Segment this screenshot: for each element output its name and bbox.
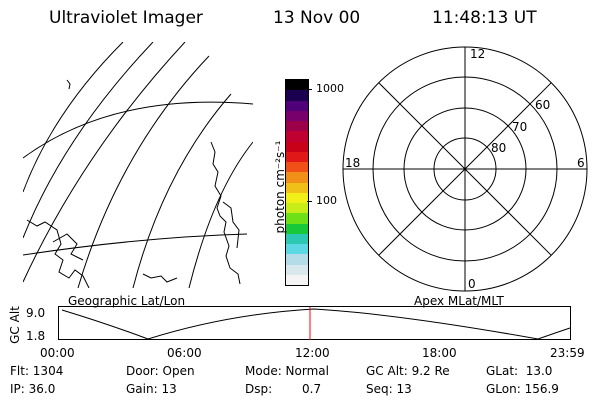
altitude-ylabel: GC Alt bbox=[7, 306, 22, 344]
colorbar-swatch bbox=[286, 274, 308, 285]
polar-label-top: 12 bbox=[470, 47, 486, 61]
door-status: Door: Open bbox=[126, 364, 195, 378]
colorbar-swatch bbox=[286, 110, 308, 121]
colorbar-swatch bbox=[286, 172, 308, 183]
colorbar-swatch bbox=[286, 223, 308, 234]
geographic-map bbox=[23, 42, 253, 288]
gain-value: Gain: 13 bbox=[126, 382, 177, 396]
dsp-label: Dsp: bbox=[245, 382, 273, 396]
colorbar-swatch bbox=[286, 233, 308, 244]
altitude-xtick-2: 12:00 bbox=[295, 346, 330, 360]
geographic-caption: Geographic Lat/Lon bbox=[68, 294, 186, 308]
colorbar-swatch bbox=[286, 244, 308, 255]
altitude-plot bbox=[58, 306, 571, 340]
colorbar-swatch bbox=[286, 254, 308, 265]
sequence-value: Seq: 13 bbox=[366, 382, 412, 396]
polar-label-left: 18 bbox=[345, 156, 361, 170]
colorbar-tick bbox=[307, 89, 312, 90]
polar-label-right: 6 bbox=[577, 156, 585, 170]
altitude-curve bbox=[61, 308, 571, 340]
coastline bbox=[142, 273, 178, 283]
geographic-latitude: GLat: 13.0 bbox=[486, 364, 553, 378]
coastline bbox=[210, 141, 241, 285]
polar-lat-label-70: 70 bbox=[512, 120, 528, 134]
dsp-value: 0.7 bbox=[302, 382, 322, 396]
map-gridline bbox=[77, 55, 210, 288]
map-gridline bbox=[188, 141, 253, 288]
map-gridline bbox=[23, 101, 253, 159]
time-label: 11:48:13 UT bbox=[432, 8, 537, 28]
altitude-ytick-top: 9.0 bbox=[26, 306, 46, 320]
colorbar-swatch bbox=[286, 131, 308, 142]
map-gridline bbox=[23, 42, 124, 193]
apex-caption: Apex MLat/MLT bbox=[414, 294, 504, 308]
flight-number: Flt: 1304 bbox=[10, 364, 64, 378]
polar-plot bbox=[342, 46, 588, 292]
colorbar-swatch bbox=[286, 141, 308, 152]
polar-lat-label-60: 60 bbox=[535, 98, 551, 112]
colorbar-swatch bbox=[286, 80, 308, 91]
map-gridline bbox=[23, 42, 154, 239]
coastline bbox=[222, 201, 240, 249]
colorbar-swatch bbox=[286, 151, 308, 162]
colorbar-swatch bbox=[286, 192, 308, 203]
colorbar-swatch bbox=[286, 162, 308, 173]
gc-altitude: GC Alt: 9.2 Re bbox=[366, 364, 450, 378]
colorbar-swatch bbox=[286, 100, 308, 111]
instrument-title: Ultraviolet Imager bbox=[49, 8, 203, 28]
map-gridline bbox=[23, 42, 186, 283]
colorbar-swatch bbox=[286, 90, 308, 101]
colorbar-tick bbox=[307, 201, 312, 202]
altitude-xtick-1: 06:00 bbox=[167, 346, 202, 360]
colorbar-swatch bbox=[286, 213, 308, 224]
coastline bbox=[52, 233, 84, 261]
colorbar-swatch bbox=[286, 264, 308, 275]
colorbar-swatch bbox=[286, 121, 308, 132]
polar-lat-label-80: 80 bbox=[491, 141, 507, 155]
colorbar-swatch bbox=[286, 182, 308, 193]
altitude-xtick-4: 23:59 bbox=[550, 346, 585, 360]
coastline bbox=[26, 219, 90, 288]
altitude-ytick-bottom: 1.8 bbox=[26, 329, 46, 343]
colorbar-swatch bbox=[286, 203, 308, 214]
date-label: 13 Nov 00 bbox=[273, 8, 361, 28]
altitude-plot-frame bbox=[58, 306, 571, 340]
altitude-xtick-3: 18:00 bbox=[422, 346, 457, 360]
colorbar-tick-label-high: 1000 bbox=[316, 82, 344, 95]
colorbar-tick-label-low: 100 bbox=[316, 194, 337, 207]
map-gridline bbox=[132, 93, 232, 288]
altitude-xtick-0: 00:00 bbox=[40, 346, 75, 360]
colorbar-unit-label: photon cm⁻²s⁻¹ bbox=[273, 140, 287, 234]
mode-status: Mode: Normal bbox=[245, 364, 329, 378]
polar-label-bottom: 0 bbox=[468, 277, 476, 291]
coastline bbox=[66, 79, 71, 90]
color-scale-bar bbox=[285, 79, 309, 286]
geographic-longitude: GLon: 156.9 bbox=[486, 382, 559, 396]
polar-diagonal-line bbox=[378, 82, 552, 256]
ip-value: IP: 36.0 bbox=[10, 382, 56, 396]
map-gridline bbox=[23, 233, 248, 256]
